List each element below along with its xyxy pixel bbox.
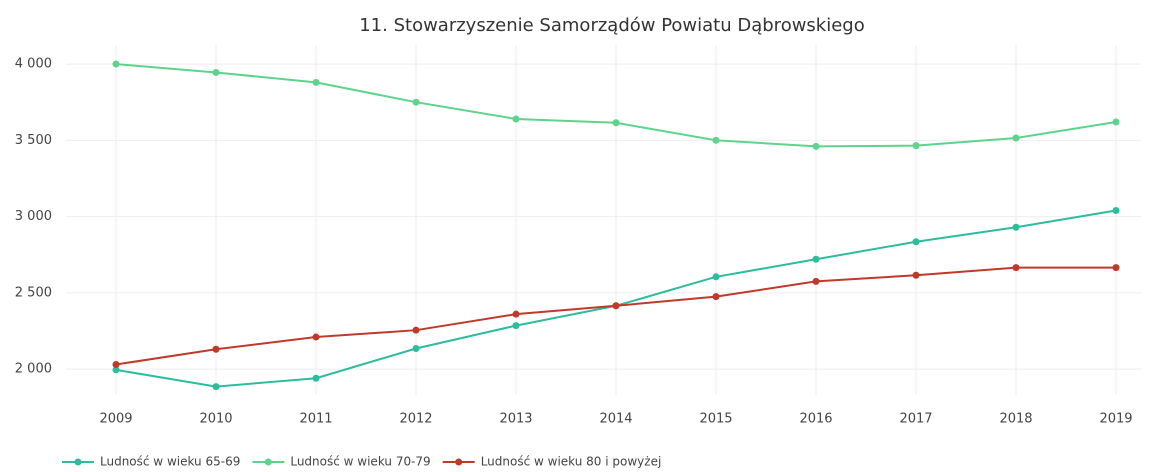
data-point [412, 326, 420, 334]
data-point [212, 345, 220, 353]
y-tick-label: 4 000 [15, 57, 52, 72]
x-tick-label: 2018 [999, 412, 1032, 427]
data-point [112, 366, 120, 374]
data-point [612, 119, 620, 127]
x-tick-label: 2017 [899, 412, 932, 427]
data-point [1012, 134, 1020, 142]
x-tick-label: 2009 [99, 412, 132, 427]
x-tick-label: 2013 [499, 412, 532, 427]
data-point [512, 115, 520, 123]
data-point [812, 142, 820, 150]
legend-swatch-dot [455, 458, 463, 466]
data-point [1012, 264, 1020, 272]
legend-label: Ludność w wieku 80 i powyżej [481, 455, 662, 469]
data-point [712, 273, 720, 281]
legend-swatch-dot [264, 458, 272, 466]
y-tick-label: 3 000 [15, 209, 52, 224]
x-tick-label: 2015 [699, 412, 732, 427]
legend-label: Ludność w wieku 70-79 [290, 455, 430, 469]
y-tick-label: 3 500 [15, 133, 52, 148]
data-point [312, 78, 320, 86]
x-tick-label: 2012 [399, 412, 432, 427]
data-point [812, 255, 820, 263]
legend-label: Ludność w wieku 65-69 [100, 455, 240, 469]
data-point [1112, 118, 1120, 126]
data-point [712, 293, 720, 301]
data-point [312, 374, 320, 382]
data-point [512, 322, 520, 330]
data-point [512, 310, 520, 318]
data-point [1112, 264, 1120, 272]
x-tick-label: 2016 [799, 412, 832, 427]
data-point [612, 302, 620, 310]
data-point [412, 344, 420, 352]
data-point [812, 277, 820, 285]
x-tick-label: 2019 [1099, 412, 1132, 427]
data-point [112, 60, 120, 68]
data-point [1012, 223, 1020, 231]
chart-title: 11. Stowarzyszenie Samorządów Powiatu Dą… [359, 15, 865, 36]
data-point [712, 136, 720, 144]
x-tick-label: 2010 [199, 412, 232, 427]
data-point [212, 68, 220, 76]
data-point [112, 360, 120, 368]
x-tick-label: 2011 [299, 412, 332, 427]
data-point [1112, 206, 1120, 214]
data-point [912, 238, 920, 246]
data-point [212, 383, 220, 391]
data-point [312, 333, 320, 341]
legend-swatch-dot [74, 458, 82, 466]
y-tick-label: 2 000 [15, 362, 52, 377]
data-point [412, 98, 420, 106]
y-tick-label: 2 500 [15, 285, 52, 300]
data-point [912, 142, 920, 150]
data-point [912, 271, 920, 279]
x-tick-label: 2014 [599, 412, 632, 427]
